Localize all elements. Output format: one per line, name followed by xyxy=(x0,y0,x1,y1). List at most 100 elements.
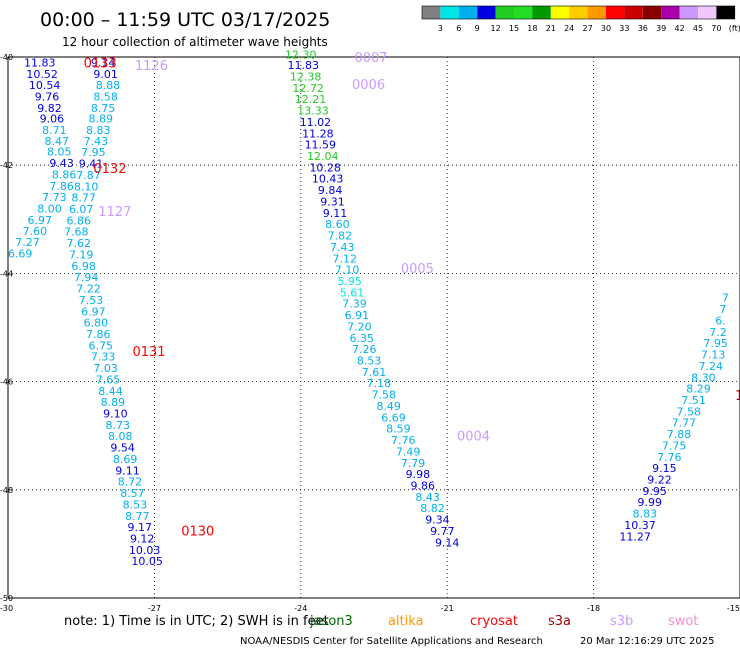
wave-height-point: 8.49 xyxy=(376,400,401,413)
x-tick-labels: -30 -27 -24 -21 -18 -15 xyxy=(0,604,740,613)
legend-swatch xyxy=(587,6,606,19)
wave-height-point: 7.88 xyxy=(667,428,692,441)
satellite-label: cryosat xyxy=(470,614,518,629)
wave-height-point: 7.51 xyxy=(681,394,706,407)
legend-border xyxy=(421,5,736,20)
x-tick-label: -30 xyxy=(0,604,13,613)
wave-height-point: 8.88 xyxy=(96,79,121,92)
wave-height-point: 9.01 xyxy=(93,68,118,81)
legend-swatch xyxy=(661,6,680,19)
wave-height-point: 9.17 xyxy=(128,521,153,534)
wave-height-point: 5.61 xyxy=(340,286,365,299)
wave-height-point: 8.83 xyxy=(86,124,111,137)
legend-swatch xyxy=(458,6,478,19)
wave-height-point: 8.77 xyxy=(71,192,96,205)
wave-height-point: 7.95 xyxy=(703,337,728,350)
wave-height-point: 7.43 xyxy=(84,135,109,148)
wave-height-values: 11.8310.5210.549.769.829.068.718.478.059… xyxy=(8,48,729,568)
legend-label: 45 xyxy=(693,24,703,33)
legend-swatch xyxy=(440,6,459,19)
wave-height-point: 6.69 xyxy=(381,411,406,424)
wave-height-point: 9.84 xyxy=(318,184,343,197)
wave-height-point: 8.43 xyxy=(415,491,440,504)
legend-swatch xyxy=(716,6,735,19)
satellite-label: s3b xyxy=(610,614,633,629)
pass-time-label: 0007 xyxy=(354,51,387,66)
legend-label: 21 xyxy=(546,24,556,33)
legend-swatch xyxy=(698,6,717,19)
wave-height-point: 9.54 xyxy=(110,442,135,455)
wave-height-point: 6.80 xyxy=(84,317,109,330)
wave-height-point: 7.39 xyxy=(342,298,367,311)
wave-height-point: 7.95 xyxy=(81,146,106,159)
x-tick-label: -21 xyxy=(441,604,454,613)
wave-height-point: 7.20 xyxy=(347,320,372,333)
wave-height-point: 8.83 xyxy=(633,508,658,521)
legend-swatch xyxy=(606,6,625,19)
wave-height-point: 7.73 xyxy=(42,191,67,204)
legend-swatch xyxy=(550,6,570,19)
wave-height-point: 10.03 xyxy=(129,544,161,557)
wave-height-point: 7 xyxy=(719,303,726,316)
pass-time-label: 0133 xyxy=(84,56,117,71)
wave-height-point: 7.58 xyxy=(677,405,702,418)
legend-label: 33 xyxy=(619,24,629,33)
wave-height-point: 8.60 xyxy=(325,218,350,231)
wave-height-point: 8.69 xyxy=(113,453,138,466)
legend-label: 30 xyxy=(601,24,611,33)
color-legend: 3 6 9 12 15 18 21 24 27 30 33 36 39 42 45 70 (ft) xyxy=(421,5,740,33)
wave-height-point: 10.54 xyxy=(29,79,61,92)
wave-height-point: 9.76 xyxy=(35,90,60,103)
wave-height-point: 8.53 xyxy=(123,498,148,511)
wave-height-point: 8.30 xyxy=(691,371,716,384)
wave-height-point: 7.75 xyxy=(662,439,687,452)
satellite-label: s3a xyxy=(548,614,571,629)
x-tick-label: -27 xyxy=(148,604,161,613)
wave-height-point: 9.77 xyxy=(430,525,455,538)
wave-height-point: 7.76 xyxy=(391,434,416,447)
wave-height-point: 8.89 xyxy=(101,396,126,409)
legend-label: 42 xyxy=(675,24,685,33)
wave-height-point: 10.52 xyxy=(26,68,58,81)
wave-height-point: 7.49 xyxy=(396,445,421,458)
wave-height-point: 9.95 xyxy=(642,485,667,498)
wave-height-point: 7.22 xyxy=(76,283,101,296)
wave-height-point: 12.30 xyxy=(285,48,317,61)
wave-height-point: 7.27 xyxy=(15,236,40,249)
legend-label: 39 xyxy=(656,24,666,33)
wave-height-point: 6.69 xyxy=(8,247,33,260)
wave-height-point: 8.08 xyxy=(108,430,133,443)
wave-height-point: 7.86 xyxy=(49,180,74,193)
wave-height-point: 8.53 xyxy=(357,355,382,368)
y-tick-label: -46 xyxy=(0,378,13,387)
wave-height-point: 12.21 xyxy=(295,93,327,106)
wave-height-point: 11.59 xyxy=(305,139,337,152)
legend-swatch xyxy=(422,6,441,19)
pass-time-label: 1127 xyxy=(98,205,131,220)
wave-height-point: 6.97 xyxy=(81,305,106,318)
legend-label: 24 xyxy=(564,24,574,33)
wave-height-point: 6.91 xyxy=(345,309,370,322)
wave-height-point: 7.61 xyxy=(362,366,387,379)
wave-height-point: 11.83 xyxy=(24,56,56,69)
pass-time-label: 0132 xyxy=(93,162,126,177)
wave-height-point: 8.10 xyxy=(74,180,99,193)
wave-height-point: 10.05 xyxy=(131,555,163,568)
legend-label: 27 xyxy=(583,24,593,33)
chart-title: 00:00 – 11:59 UTC 03/17/2025 xyxy=(40,9,330,31)
wave-height-point: 7.10 xyxy=(335,264,360,277)
wave-height-point: 7.65 xyxy=(96,373,121,386)
wave-height-point: 12.38 xyxy=(290,70,322,83)
wave-height-point: 9.12 xyxy=(130,532,155,545)
legend-swatch xyxy=(642,6,662,19)
wave-height-point: 8.75 xyxy=(91,102,116,115)
wave-height-point: 8.44 xyxy=(98,385,123,398)
wave-height-point: 9.99 xyxy=(637,496,662,509)
wave-height-point: 9.82 xyxy=(37,102,62,115)
wave-height-point: 12.04 xyxy=(307,150,339,163)
legend-label: 6 xyxy=(456,24,461,33)
wave-height-point: 8.82 xyxy=(420,502,445,515)
wave-height-point: 7.26 xyxy=(352,343,377,356)
wave-height-point: 10.43 xyxy=(312,173,344,186)
wave-height-point: 11.83 xyxy=(287,59,319,72)
